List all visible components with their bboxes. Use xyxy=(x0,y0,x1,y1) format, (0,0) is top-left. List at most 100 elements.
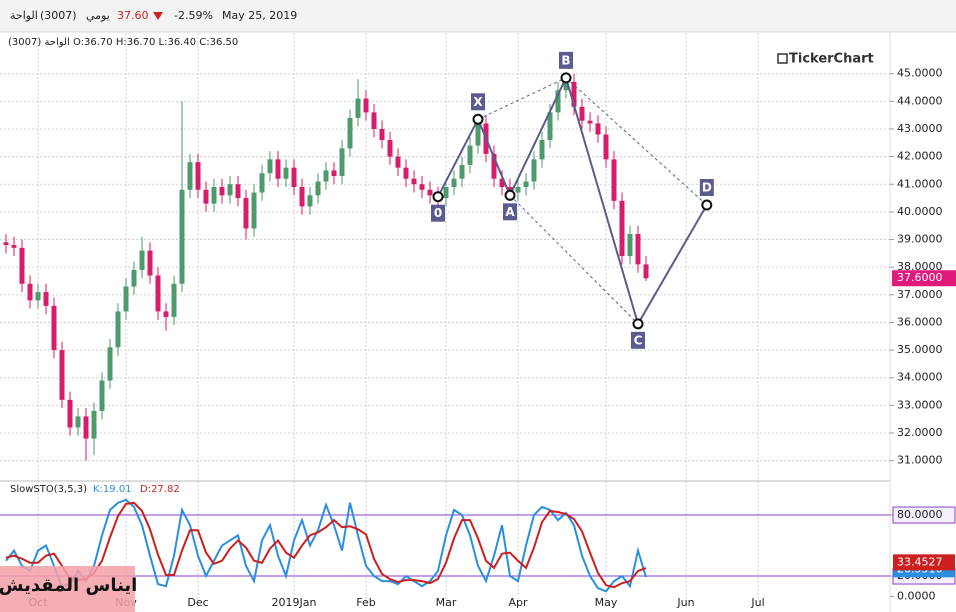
candle-body xyxy=(603,134,609,160)
candle-body xyxy=(419,184,425,190)
candle-body xyxy=(347,117,353,149)
y-tick-label: 33.0000 xyxy=(897,398,943,411)
candle-body xyxy=(155,275,161,312)
pattern-label-box xyxy=(631,331,645,349)
candle-body xyxy=(107,347,113,381)
ohlc-info: الواحة (3007) O:36.70 H:36.70 L:36.40 C:… xyxy=(8,37,238,48)
pattern-label: B xyxy=(561,53,570,67)
last-price-box xyxy=(892,270,956,287)
pattern-label-box xyxy=(431,204,445,222)
candle-body xyxy=(331,170,337,176)
candle-body xyxy=(3,242,9,246)
candle-body xyxy=(187,162,193,190)
pattern-point xyxy=(560,72,572,84)
candle-body xyxy=(75,416,81,428)
x-tick-label: Dec xyxy=(187,596,208,609)
candle xyxy=(603,126,609,168)
candle xyxy=(75,408,81,436)
x-tick-label: Apr xyxy=(508,596,528,609)
candle xyxy=(115,303,121,356)
candle-body xyxy=(83,416,89,439)
candle xyxy=(155,267,161,320)
candle-body xyxy=(403,167,409,179)
candle-body xyxy=(491,153,497,179)
candle-body xyxy=(115,311,121,348)
candle-body xyxy=(211,187,217,204)
candle-body xyxy=(43,292,49,306)
y-tick-label: 31.0000 xyxy=(897,454,943,467)
candle-body xyxy=(59,350,65,400)
candle-body xyxy=(19,247,25,284)
pattern-point xyxy=(432,191,444,203)
candle xyxy=(267,151,273,182)
candle xyxy=(523,173,529,196)
candle xyxy=(371,104,377,138)
candle xyxy=(411,170,417,193)
candle-body xyxy=(571,81,577,107)
candle-body xyxy=(291,167,297,188)
candle-body xyxy=(315,181,321,196)
candle xyxy=(619,192,625,265)
x-tick-label: Jul xyxy=(750,596,764,609)
candle-body xyxy=(635,234,641,265)
pattern-label-box xyxy=(471,93,485,111)
watermark-box xyxy=(0,566,135,612)
candle xyxy=(83,408,89,461)
candle-body xyxy=(243,198,249,229)
candle-body xyxy=(11,245,17,248)
y-tick-label: 32.0000 xyxy=(897,426,943,439)
candle-body xyxy=(555,90,561,113)
y-tick-label: 35.0000 xyxy=(897,343,943,356)
candle-body xyxy=(139,250,145,270)
candle xyxy=(347,109,353,157)
candle-body xyxy=(307,195,313,207)
candle-body xyxy=(579,106,585,121)
candle-body xyxy=(259,173,265,193)
pattern-label: D xyxy=(702,180,712,194)
candle xyxy=(299,178,305,215)
last-value-label: 33.4527 xyxy=(897,555,943,568)
x-tick-label: Feb xyxy=(356,596,375,609)
candle-body xyxy=(587,120,593,124)
candle-body xyxy=(547,112,553,141)
pattern-guide xyxy=(477,77,567,120)
plot-layer: 31.0000 32.0000 33.0000 34.0000 35.0000 36.00… xyxy=(0,33,956,609)
pattern-leg xyxy=(637,204,708,325)
candle-body xyxy=(203,189,209,204)
candle xyxy=(531,151,537,190)
candle-body xyxy=(195,162,201,190)
candle-body xyxy=(67,399,73,428)
logo-icon xyxy=(777,53,788,64)
candle xyxy=(491,145,497,188)
candle xyxy=(171,275,177,326)
candle-body xyxy=(459,164,465,179)
candle-body xyxy=(611,159,617,201)
candle-body xyxy=(275,159,281,179)
last-value-box xyxy=(893,554,955,571)
candle xyxy=(179,101,185,293)
candle xyxy=(395,148,401,176)
candle-body xyxy=(283,167,289,179)
candle xyxy=(59,341,65,409)
candle-body xyxy=(531,159,537,182)
candle xyxy=(595,115,601,143)
y-tick-label: 38.0000 xyxy=(897,260,943,273)
pattern-label-box xyxy=(503,203,517,221)
candle xyxy=(307,187,313,215)
y-tick-label: 45.0000 xyxy=(897,67,943,80)
pattern-guide xyxy=(565,77,708,206)
x-tick-label: Jun xyxy=(676,596,694,609)
candle-body xyxy=(251,192,257,229)
candle xyxy=(283,159,289,188)
candle-body xyxy=(171,283,177,317)
candle-body xyxy=(91,410,97,439)
y-tick-label: 37.0000 xyxy=(897,288,943,301)
period: يومي xyxy=(86,9,110,22)
candle xyxy=(555,81,561,121)
pattern-leg xyxy=(509,77,567,196)
y-tick-label: 43.0000 xyxy=(897,122,943,135)
y-tick-label: 36.0000 xyxy=(897,315,943,328)
candle xyxy=(187,153,193,199)
candle-body xyxy=(99,380,105,411)
candle-body xyxy=(219,187,225,196)
